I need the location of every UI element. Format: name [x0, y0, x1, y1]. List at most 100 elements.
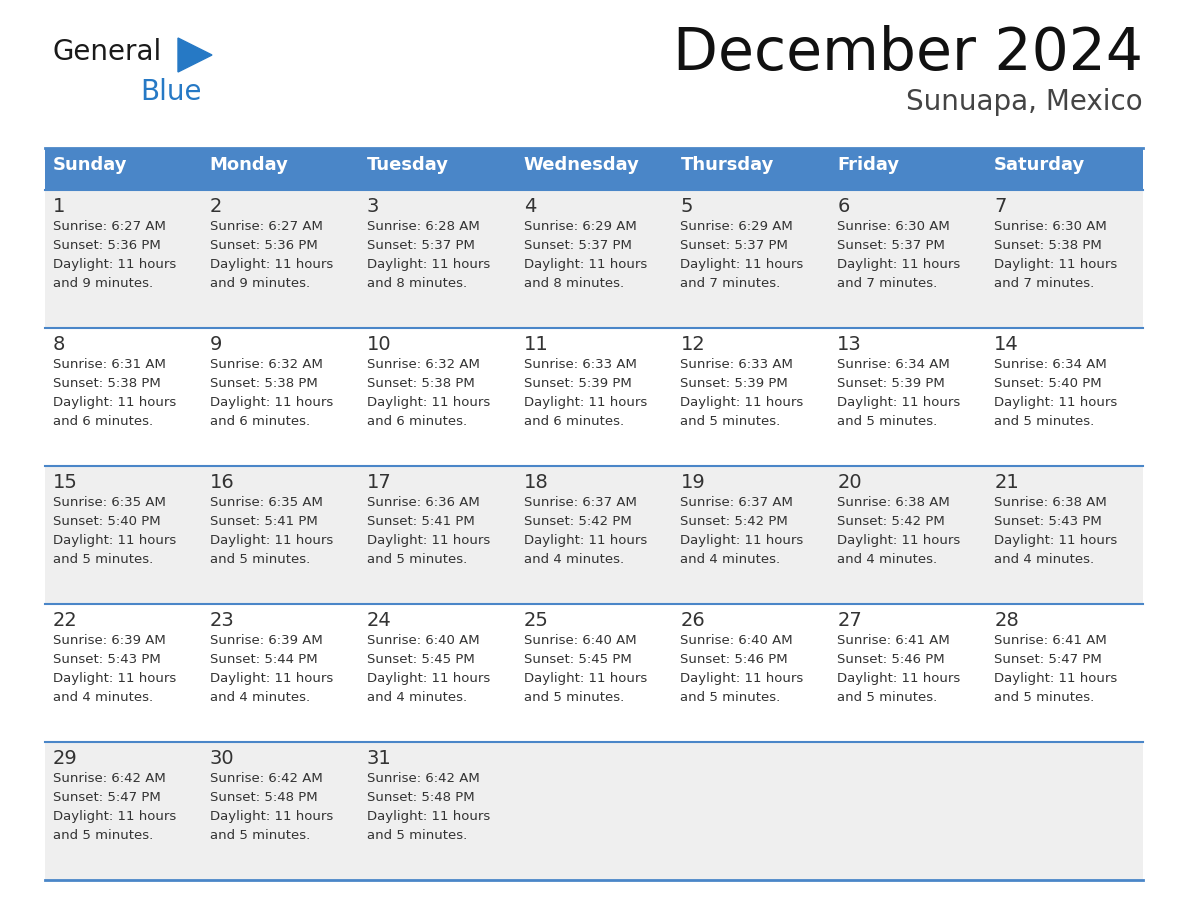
Bar — [986, 148, 1143, 190]
Text: Tuesday: Tuesday — [367, 156, 449, 174]
Bar — [45, 148, 202, 190]
Text: Daylight: 11 hours: Daylight: 11 hours — [838, 672, 961, 685]
Bar — [202, 148, 359, 190]
Text: 18: 18 — [524, 473, 549, 492]
Text: Sunset: 5:36 PM: Sunset: 5:36 PM — [53, 239, 160, 252]
Text: Daylight: 11 hours: Daylight: 11 hours — [210, 534, 333, 547]
Text: and 5 minutes.: and 5 minutes. — [838, 415, 937, 428]
Text: 25: 25 — [524, 611, 549, 630]
Text: Sunrise: 6:38 AM: Sunrise: 6:38 AM — [838, 496, 950, 509]
Text: Sunset: 5:40 PM: Sunset: 5:40 PM — [53, 515, 160, 528]
Text: Sunrise: 6:37 AM: Sunrise: 6:37 AM — [681, 496, 794, 509]
Text: 7: 7 — [994, 197, 1006, 216]
Text: and 8 minutes.: and 8 minutes. — [524, 277, 624, 290]
Text: Saturday: Saturday — [994, 156, 1086, 174]
Text: Sunrise: 6:33 AM: Sunrise: 6:33 AM — [681, 358, 794, 371]
Text: and 4 minutes.: and 4 minutes. — [53, 691, 153, 704]
Text: and 4 minutes.: and 4 minutes. — [681, 553, 781, 566]
Text: and 5 minutes.: and 5 minutes. — [994, 691, 1094, 704]
Text: and 8 minutes.: and 8 minutes. — [367, 277, 467, 290]
Text: 19: 19 — [681, 473, 706, 492]
Text: and 4 minutes.: and 4 minutes. — [367, 691, 467, 704]
Text: and 5 minutes.: and 5 minutes. — [367, 829, 467, 842]
Text: Daylight: 11 hours: Daylight: 11 hours — [524, 672, 646, 685]
Text: Sunset: 5:39 PM: Sunset: 5:39 PM — [524, 377, 631, 390]
Text: Sunset: 5:46 PM: Sunset: 5:46 PM — [838, 653, 944, 666]
Text: Sunset: 5:38 PM: Sunset: 5:38 PM — [210, 377, 317, 390]
Text: 8: 8 — [53, 335, 65, 354]
Bar — [829, 148, 986, 190]
Text: 20: 20 — [838, 473, 862, 492]
Text: Sunrise: 6:28 AM: Sunrise: 6:28 AM — [367, 220, 480, 233]
Text: Daylight: 11 hours: Daylight: 11 hours — [524, 396, 646, 409]
Text: and 5 minutes.: and 5 minutes. — [210, 829, 310, 842]
Text: Daylight: 11 hours: Daylight: 11 hours — [994, 396, 1118, 409]
Text: Sunrise: 6:40 AM: Sunrise: 6:40 AM — [681, 634, 794, 647]
Text: Daylight: 11 hours: Daylight: 11 hours — [53, 534, 176, 547]
Text: Daylight: 11 hours: Daylight: 11 hours — [838, 396, 961, 409]
Text: Sunrise: 6:38 AM: Sunrise: 6:38 AM — [994, 496, 1107, 509]
Text: Sunset: 5:37 PM: Sunset: 5:37 PM — [681, 239, 789, 252]
Text: Sunset: 5:42 PM: Sunset: 5:42 PM — [838, 515, 944, 528]
Text: Sunset: 5:47 PM: Sunset: 5:47 PM — [53, 791, 160, 804]
Text: Sunset: 5:42 PM: Sunset: 5:42 PM — [681, 515, 788, 528]
Text: and 4 minutes.: and 4 minutes. — [524, 553, 624, 566]
Text: Sunrise: 6:39 AM: Sunrise: 6:39 AM — [210, 634, 323, 647]
Text: Sunrise: 6:41 AM: Sunrise: 6:41 AM — [994, 634, 1107, 647]
Text: Daylight: 11 hours: Daylight: 11 hours — [838, 258, 961, 271]
Text: Wednesday: Wednesday — [524, 156, 639, 174]
Text: Sunset: 5:37 PM: Sunset: 5:37 PM — [838, 239, 946, 252]
Text: and 5 minutes.: and 5 minutes. — [53, 553, 153, 566]
Text: Sunrise: 6:42 AM: Sunrise: 6:42 AM — [53, 772, 166, 785]
Bar — [516, 148, 672, 190]
Text: Thursday: Thursday — [681, 156, 773, 174]
Text: Daylight: 11 hours: Daylight: 11 hours — [838, 534, 961, 547]
Text: and 5 minutes.: and 5 minutes. — [681, 415, 781, 428]
Text: Daylight: 11 hours: Daylight: 11 hours — [994, 534, 1118, 547]
Text: 21: 21 — [994, 473, 1019, 492]
Text: Daylight: 11 hours: Daylight: 11 hours — [210, 810, 333, 823]
Text: 12: 12 — [681, 335, 706, 354]
Text: 15: 15 — [53, 473, 78, 492]
Text: Daylight: 11 hours: Daylight: 11 hours — [367, 810, 489, 823]
Text: Sunrise: 6:31 AM: Sunrise: 6:31 AM — [53, 358, 166, 371]
Text: Sunrise: 6:32 AM: Sunrise: 6:32 AM — [367, 358, 480, 371]
Text: Daylight: 11 hours: Daylight: 11 hours — [367, 534, 489, 547]
Text: Monday: Monday — [210, 156, 289, 174]
Text: and 6 minutes.: and 6 minutes. — [53, 415, 153, 428]
Text: Daylight: 11 hours: Daylight: 11 hours — [681, 396, 803, 409]
Text: Sunset: 5:42 PM: Sunset: 5:42 PM — [524, 515, 631, 528]
Text: 27: 27 — [838, 611, 862, 630]
Text: Friday: Friday — [838, 156, 899, 174]
Text: and 4 minutes.: and 4 minutes. — [838, 553, 937, 566]
Text: Daylight: 11 hours: Daylight: 11 hours — [681, 258, 803, 271]
Bar — [45, 466, 1143, 604]
Text: 6: 6 — [838, 197, 849, 216]
Text: and 7 minutes.: and 7 minutes. — [838, 277, 937, 290]
Text: Sunset: 5:47 PM: Sunset: 5:47 PM — [994, 653, 1102, 666]
Text: Sunrise: 6:34 AM: Sunrise: 6:34 AM — [994, 358, 1107, 371]
Text: Sunrise: 6:33 AM: Sunrise: 6:33 AM — [524, 358, 637, 371]
Text: Blue: Blue — [140, 78, 202, 106]
Text: Daylight: 11 hours: Daylight: 11 hours — [524, 258, 646, 271]
Polygon shape — [178, 38, 211, 72]
Text: and 9 minutes.: and 9 minutes. — [210, 277, 310, 290]
Text: Daylight: 11 hours: Daylight: 11 hours — [53, 810, 176, 823]
Text: Daylight: 11 hours: Daylight: 11 hours — [994, 672, 1118, 685]
Text: and 5 minutes.: and 5 minutes. — [524, 691, 624, 704]
Text: Sunset: 5:37 PM: Sunset: 5:37 PM — [367, 239, 474, 252]
Text: 26: 26 — [681, 611, 706, 630]
Bar — [45, 328, 1143, 466]
Text: 5: 5 — [681, 197, 693, 216]
Text: Sunrise: 6:35 AM: Sunrise: 6:35 AM — [210, 496, 323, 509]
Text: General: General — [52, 38, 162, 66]
Text: 22: 22 — [53, 611, 77, 630]
Text: Daylight: 11 hours: Daylight: 11 hours — [53, 672, 176, 685]
Text: 31: 31 — [367, 749, 392, 768]
Text: 28: 28 — [994, 611, 1019, 630]
Text: and 6 minutes.: and 6 minutes. — [367, 415, 467, 428]
Text: Sunset: 5:38 PM: Sunset: 5:38 PM — [367, 377, 474, 390]
Text: Daylight: 11 hours: Daylight: 11 hours — [367, 258, 489, 271]
Text: Sunrise: 6:27 AM: Sunrise: 6:27 AM — [53, 220, 166, 233]
Text: 3: 3 — [367, 197, 379, 216]
